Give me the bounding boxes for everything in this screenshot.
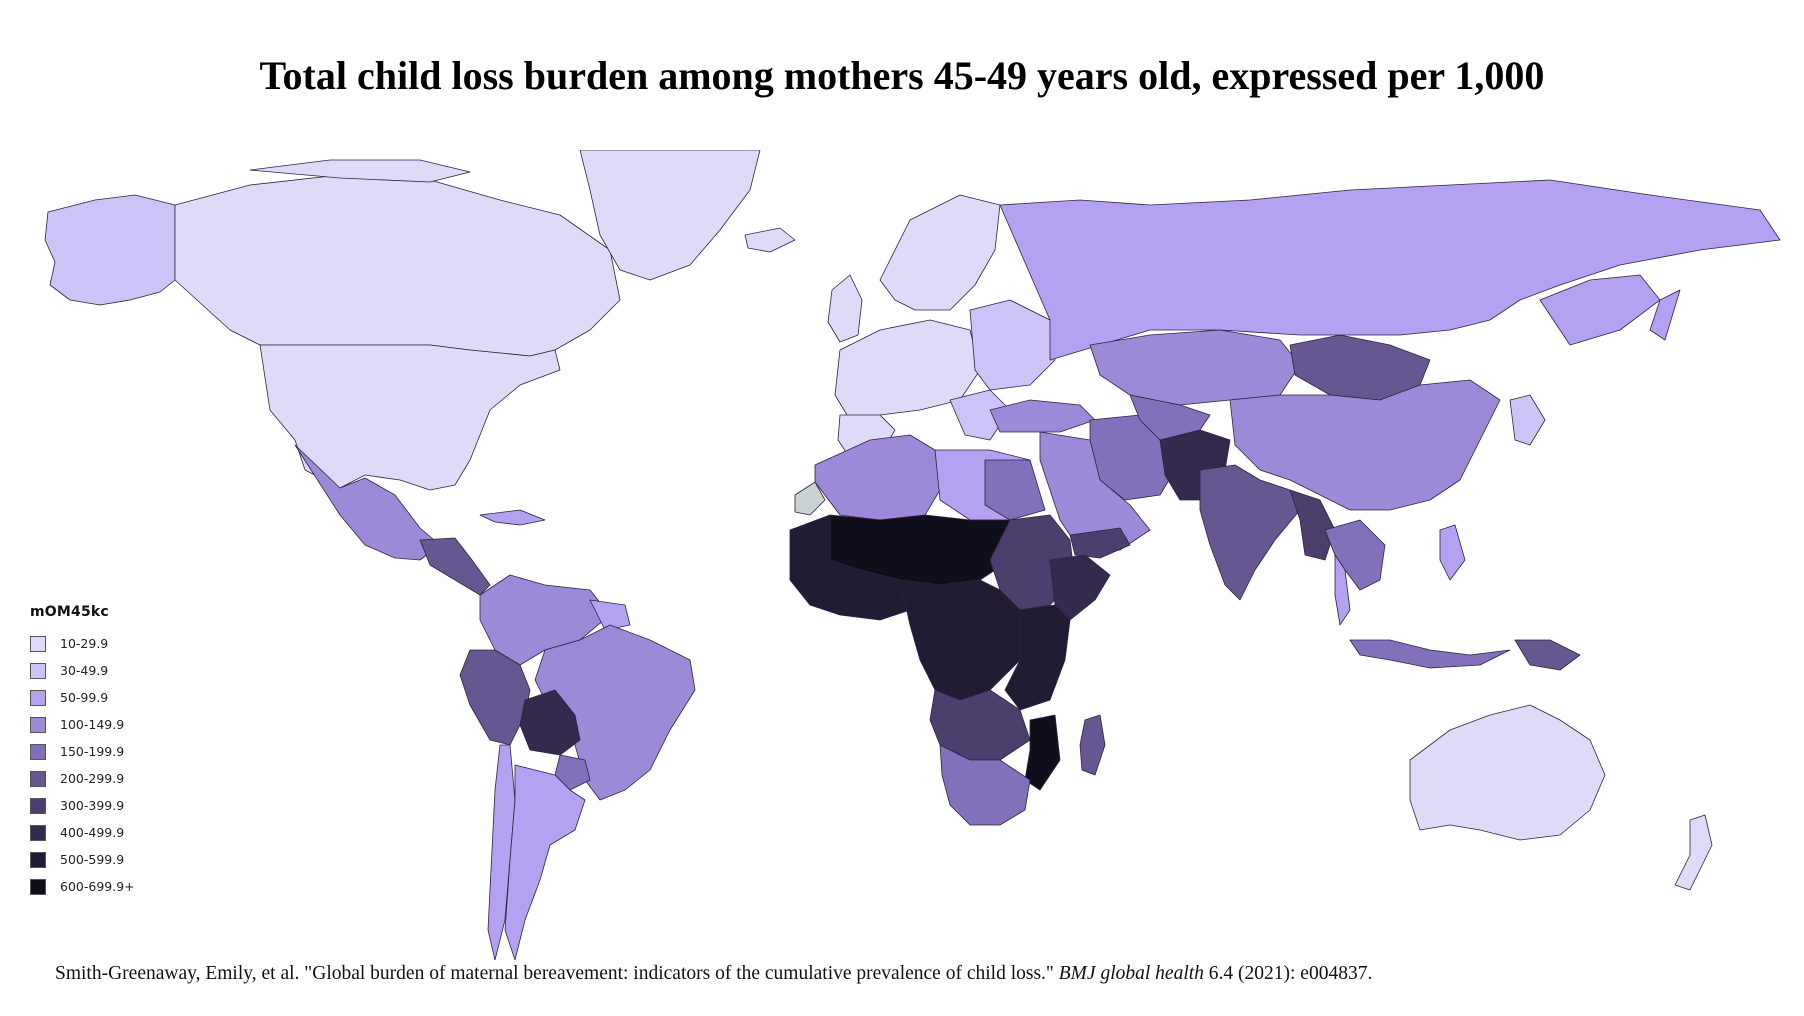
region-central-america [419, 537, 491, 596]
region-bolivia [519, 689, 581, 756]
region-peru-ecuador [459, 649, 531, 746]
region-paraguay [554, 754, 591, 791]
region-southeast-asia [1324, 519, 1386, 591]
legend-label: 50-99.9 [60, 690, 109, 705]
legend-swatch [30, 851, 46, 868]
region-usa [259, 344, 561, 491]
citation: Smith-Greenaway, Emily, et al. "Global b… [55, 960, 1575, 987]
legend-swatch [30, 716, 46, 733]
region-madagascar [1079, 714, 1106, 776]
legend-item: 150-199.9 [30, 738, 135, 765]
region-bangladesh-myanmar [1289, 489, 1336, 561]
region-east-africa [1004, 604, 1071, 711]
legend-swatch [30, 770, 46, 787]
region-eastern-europe [969, 299, 1056, 391]
region-uk-ireland [827, 274, 863, 343]
region-russia [999, 179, 1781, 361]
region-argentina [504, 764, 586, 960]
region-southern-africa [939, 744, 1031, 826]
region-middle-east [1039, 431, 1151, 551]
legend-label: 30-49.9 [60, 663, 109, 678]
region-korea-japan [1509, 394, 1546, 446]
citation-journal: BMJ global health [1058, 963, 1204, 984]
region-guianas [589, 599, 631, 631]
citation-text-end: 6.4 (2021): e004837. [1203, 963, 1373, 984]
world-choropleth-map [44, 150, 1781, 960]
region-india [1199, 464, 1301, 601]
region-canada [174, 174, 621, 357]
legend-item: 50-99.9 [30, 684, 135, 711]
region-philippines [1439, 524, 1466, 581]
region-greenland [579, 150, 761, 281]
legend-item: 30-49.9 [30, 657, 135, 684]
region-kamchatka [1649, 289, 1681, 341]
legend-swatch [30, 797, 46, 814]
region-iceland [744, 227, 796, 253]
region-turkey [989, 399, 1096, 433]
legend-swatch [30, 689, 46, 706]
legend-item: 400-499.9 [30, 819, 135, 846]
legend-label: 150-199.9 [60, 744, 125, 759]
region-indonesia [1349, 639, 1511, 669]
region-china [1229, 379, 1501, 511]
region-angola-zambia [929, 689, 1031, 761]
legend-label: 10-29.9 [60, 636, 109, 651]
region-new-zealand [1674, 814, 1713, 891]
region-central-africa [899, 579, 1021, 701]
legend-label: 400-499.9 [60, 825, 125, 840]
region-australia [1409, 704, 1606, 841]
legend-swatch [30, 635, 46, 652]
legend-swatch [30, 662, 46, 679]
region-kazakhstan-central-asia [1089, 329, 1301, 406]
region-mozambique [1024, 714, 1061, 791]
region-north-africa-west [814, 434, 941, 521]
legend-label: 100-149.9 [60, 717, 125, 732]
region-western-sahara [794, 481, 826, 516]
legend-label: 300-399.9 [60, 798, 125, 813]
region-central-asia-south [1129, 394, 1211, 441]
region-yemen [1069, 527, 1131, 559]
legend-item: 300-399.9 [30, 792, 135, 819]
legend-items: 10-29.9 30-49.9 50-99.9 100-149.9 150-199.9 2… [30, 630, 135, 900]
legend-item: 10-29.9 [30, 630, 135, 657]
legend-item: 100-149.9 [30, 711, 135, 738]
legend: mOM45kc 10-29.9 30-49.9 50-99.9 100-149.9 15… [30, 604, 135, 900]
region-canada-arctic-islands [249, 159, 471, 183]
region-scandinavia [879, 194, 1001, 311]
citation-text: Smith-Greenaway, Emily, et al. "Global b… [55, 963, 1059, 984]
legend-label: 600-699.9+ [60, 879, 135, 894]
legend-item: 500-599.9 [30, 846, 135, 873]
region-thailand-malaysia [1334, 554, 1351, 626]
legend-item: 600-699.9+ [30, 873, 135, 900]
legend-label: 500-599.9 [60, 852, 125, 867]
legend-swatch [30, 878, 46, 895]
legend-item: 200-299.9 [30, 765, 135, 792]
legend-swatch [30, 824, 46, 841]
region-chile [487, 744, 516, 960]
legend-title: mOM45kc [30, 604, 109, 620]
region-alaska [44, 194, 176, 306]
region-caribbean [479, 509, 546, 526]
legend-label: 200-299.9 [60, 771, 125, 786]
region-papua-new-guinea [1514, 639, 1581, 671]
map-title: Total child loss burden among mothers 45… [259, 53, 1545, 98]
region-egypt [984, 459, 1046, 521]
legend-swatch [30, 743, 46, 760]
